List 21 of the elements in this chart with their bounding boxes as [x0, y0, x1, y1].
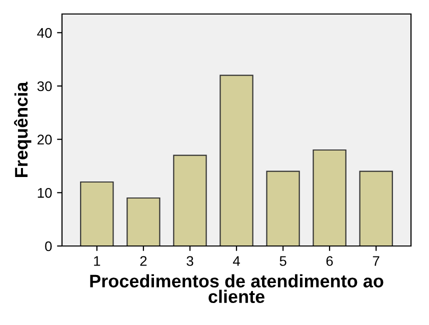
x-tick-label: 1 [94, 256, 100, 266]
bar [220, 74, 254, 246]
bar [80, 181, 114, 246]
y-tick-label: 0 [45, 241, 52, 252]
y-tick-label: 20 [38, 134, 52, 145]
bar [359, 170, 393, 246]
x-tick-label: 7 [372, 256, 380, 266]
bar [126, 197, 160, 246]
x-tick-label: 3 [186, 256, 194, 266]
x-tick-label: 6 [326, 256, 333, 266]
x-tick-label: 5 [280, 256, 286, 266]
x-axis-title: Procedimentos de atendimento ao cliente [90, 274, 384, 304]
y-tick-label: 30 [37, 81, 52, 92]
bar [312, 149, 346, 246]
y-tick-label: 10 [38, 188, 52, 198]
y-tick-label: 40 [37, 28, 52, 38]
y-axis-title: Frequência [14, 82, 32, 177]
x-tick-label: 4 [232, 256, 240, 266]
x-tick-label: 2 [140, 256, 147, 266]
bar [173, 154, 207, 246]
bar [266, 170, 300, 246]
